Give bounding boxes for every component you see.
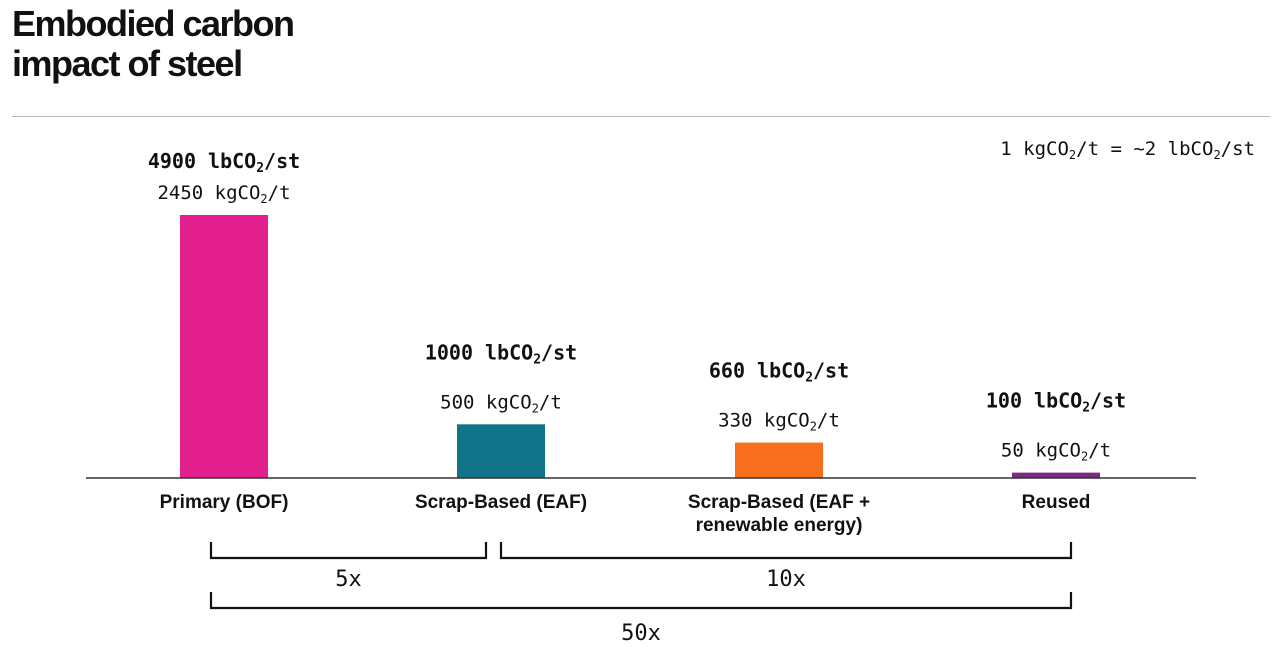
lb-value-label-0: 4900 lbCO2/st [148,149,300,176]
lb-value-label-1: 1000 lbCO2/st [425,340,577,367]
kg-value-label-1-part: 500 kgCO [440,391,532,413]
lb-value-label-3-part: /st [1090,389,1126,413]
bar-2 [735,442,823,478]
category-label-0-line-0: Primary (BOF) [160,492,289,513]
comparison-bracket-2 [209,592,1073,610]
kg-value-label-3-part: 2 [1081,450,1088,464]
bar-0 [180,215,268,478]
lb-value-label-0-part: 4900 lbCO [148,149,256,173]
comparison-bracket-1 [499,542,1073,560]
kg-value-label-1-part: /t [539,391,562,413]
lb-value-label-0-part: 2 [256,161,264,176]
lb-value-label-3-part: 2 [1082,401,1090,416]
kg-value-label-1: 500 kgCO2/t [440,391,562,415]
kg-value-label-2-part: 2 [810,420,817,434]
conversion-note-mid: /t = ~2 lbCO [1076,138,1213,160]
lb-value-label-0-part: /st [264,149,300,173]
kg-value-label-0: 2450 kgCO2/t [157,182,290,206]
kg-value-label-1-part: 2 [532,401,539,415]
lb-value-label-1-part: 2 [533,352,541,367]
conversion-note-prefix: 1 kgCO [1000,138,1069,160]
lb-value-label-1-part: /st [541,340,577,364]
lb-value-label-2-part: /st [813,359,849,383]
category-label-3-line-0: Reused [1022,492,1091,513]
comparison-brackets: 5x 10x 50x [209,542,1073,646]
bar-1 [457,424,545,478]
conversion-note-suffix: /st [1221,138,1255,160]
title-divider [12,116,1270,117]
conversion-note-sub-2: 2 [1213,148,1220,162]
chart-title-line-2: impact of steel [12,43,243,84]
kg-value-label-3-part: /t [1088,440,1111,462]
category-label-2-line-0: Scrap-Based (EAF + [688,492,870,513]
kg-value-label-2-part: 330 kgCO [718,410,810,432]
category-label-1-line-0: Scrap-Based (EAF) [415,492,587,513]
chart-title: Embodied carbon impact of steel [12,3,295,84]
lb-value-label-2-part: 2 [805,371,813,386]
kg-value-label-0-part: 2 [260,192,267,206]
bar-3 [1012,472,1100,478]
kg-value-label-3-part: 50 kgCO [1001,440,1081,462]
category-label-2-line-1: renewable energy) [696,515,863,536]
lb-value-label-2: 660 lbCO2/st [709,359,849,386]
bars-group [180,215,1100,478]
kg-value-label-2: 330 kgCO2/t [718,410,840,434]
lb-value-label-2-part: 660 lbCO [709,359,805,383]
lb-value-label-3-part: 100 lbCO [986,389,1082,413]
conversion-note: 1 kgCO2/t = ~2 lbCO2/st [1000,138,1255,162]
lb-value-label-3: 100 lbCO2/st [986,389,1126,416]
conversion-note-sub-1: 2 [1069,148,1076,162]
lb-value-label-1-part: 1000 lbCO [425,340,533,364]
kg-value-label-0-part: /t [268,182,291,204]
kg-value-label-2-part: /t [817,410,840,432]
comparison-label-2: 50x [621,621,661,646]
comparison-label-1: 10x [766,567,806,592]
kg-value-label-0-part: 2450 kgCO [157,182,260,204]
kg-value-label-3: 50 kgCO2/t [1001,440,1111,464]
chart-title-line-1: Embodied carbon [12,3,295,44]
comparison-bracket-0 [209,542,488,560]
comparison-label-0: 5x [335,567,362,592]
